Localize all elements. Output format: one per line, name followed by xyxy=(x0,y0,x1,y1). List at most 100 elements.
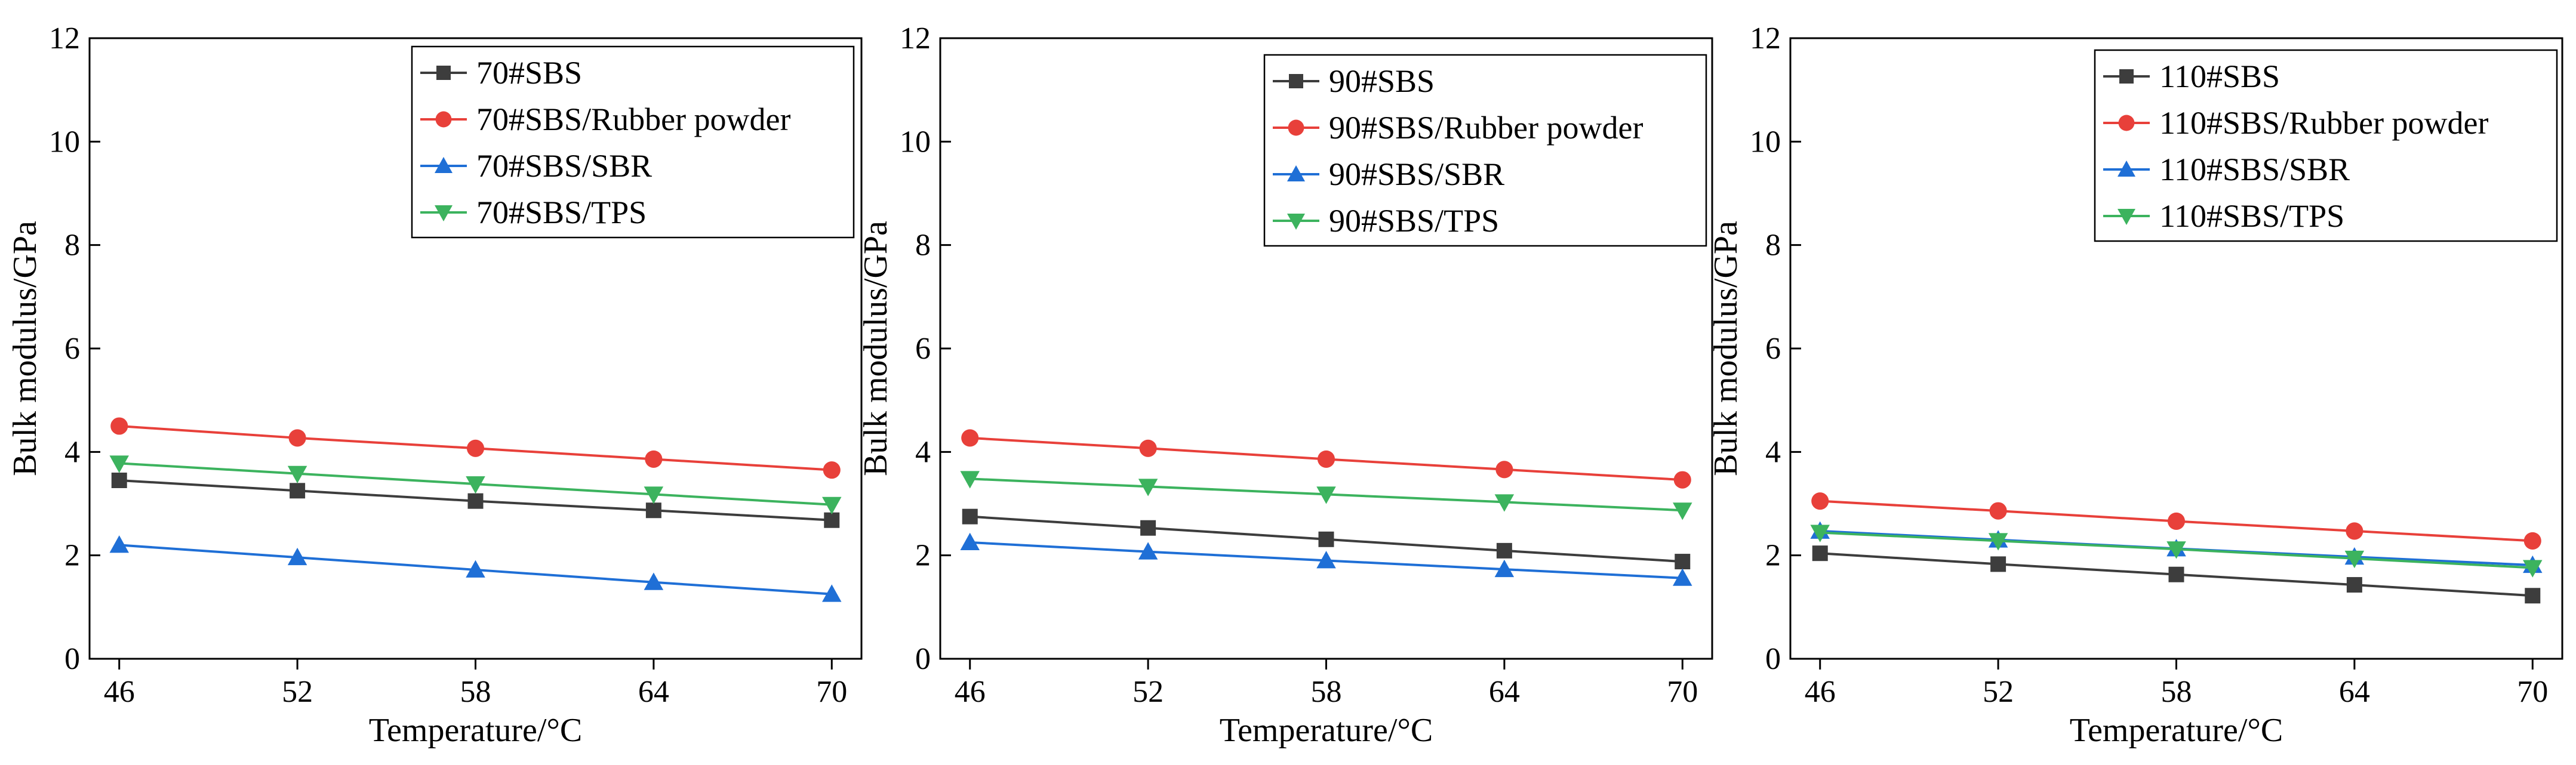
y-tick-label: 4 xyxy=(64,435,80,469)
x-tick-label: 64 xyxy=(2339,675,2370,709)
data-point xyxy=(1811,492,1829,510)
y-tick-label: 8 xyxy=(915,229,931,263)
y-tick-label: 10 xyxy=(1750,125,1781,159)
data-point xyxy=(466,560,485,578)
data-point xyxy=(822,496,842,514)
legend-marker xyxy=(2118,161,2135,177)
data-point xyxy=(1317,450,1335,468)
y-tick-label: 2 xyxy=(1765,539,1781,573)
y-tick-label: 12 xyxy=(1750,21,1781,55)
data-point xyxy=(2346,522,2363,540)
legend-box xyxy=(411,45,855,239)
data-point xyxy=(2344,550,2365,569)
data-point xyxy=(1138,479,1158,496)
y-tick-label: 10 xyxy=(49,125,80,159)
data-point xyxy=(1140,520,1156,536)
legend-box xyxy=(2094,49,2558,242)
y-tick-label: 12 xyxy=(49,21,80,55)
series-circle xyxy=(961,429,1691,489)
data-point xyxy=(1988,533,2008,551)
data-point xyxy=(644,572,664,590)
series-circle xyxy=(110,417,841,479)
x-tick-label: 64 xyxy=(1489,675,1520,709)
series-square xyxy=(1812,545,2541,604)
x-tick-label: 46 xyxy=(1805,675,1836,709)
data-point xyxy=(111,473,127,488)
y-tick-label: 8 xyxy=(1765,229,1781,263)
data-point xyxy=(1496,542,1512,559)
x-tick-label: 70 xyxy=(1667,675,1698,709)
x-tick-label: 52 xyxy=(282,675,313,709)
data-point xyxy=(1316,486,1336,504)
data-point xyxy=(1494,559,1515,578)
data-point xyxy=(1318,531,1334,547)
data-point xyxy=(2168,566,2184,582)
legend-label: 90#SBS/Rubber powder xyxy=(1329,110,1644,146)
data-point xyxy=(1812,545,1828,562)
data-point xyxy=(1138,542,1158,560)
data-point xyxy=(466,476,485,494)
legend-marker xyxy=(2118,209,2135,225)
y-tick-label: 12 xyxy=(900,21,931,55)
legend-label: 110#SBS/SBR xyxy=(2159,152,2350,187)
legend-label: 70#SBS xyxy=(476,55,582,91)
legend: 110#SBS 110#SBS/Rubber powder 110#SBS/SBR 1… xyxy=(2094,49,2558,242)
y-tick-label: 4 xyxy=(1765,435,1781,469)
data-point xyxy=(962,508,978,525)
legend-marker xyxy=(2119,69,2134,84)
x-tick-label: 52 xyxy=(1132,675,1164,709)
data-point xyxy=(288,429,306,447)
x-tick-label: 70 xyxy=(2517,675,2548,709)
data-point xyxy=(1810,525,1830,542)
series-circle xyxy=(1811,492,2541,550)
data-point xyxy=(2346,577,2362,593)
data-point xyxy=(109,535,129,553)
data-point xyxy=(287,465,307,483)
x-tick-label: 70 xyxy=(816,675,847,709)
data-point xyxy=(822,584,842,602)
data-point xyxy=(1139,439,1157,457)
data-point xyxy=(1316,551,1336,569)
data-point xyxy=(287,547,307,566)
data-point xyxy=(109,455,129,473)
series-triangle-down xyxy=(109,455,842,514)
legend-label: 70#SBS/SBR xyxy=(476,148,652,184)
data-point xyxy=(1673,471,1691,489)
y-tick-label: 6 xyxy=(915,332,931,366)
data-point xyxy=(960,471,980,489)
y-tick-label: 6 xyxy=(1765,332,1781,366)
data-point xyxy=(1989,502,2007,520)
y-tick-label: 10 xyxy=(900,125,931,159)
legend-label: 70#SBS/Rubber powder xyxy=(476,101,791,137)
legend-label: 110#SBS xyxy=(2159,58,2280,94)
data-point xyxy=(1675,554,1691,570)
series-triangle-up xyxy=(960,532,1692,586)
y-tick-label: 6 xyxy=(64,332,80,366)
data-point xyxy=(2525,588,2541,604)
y-tick-label: 8 xyxy=(64,229,80,263)
legend-label: 110#SBS/Rubber powder xyxy=(2159,105,2489,141)
y-axis-title: Bulk modulus/GPa xyxy=(1707,221,1744,476)
x-tick-label: 46 xyxy=(104,675,135,709)
y-tick-label: 0 xyxy=(915,642,931,676)
y-tick-label: 2 xyxy=(64,539,80,573)
legend-label: 90#SBS/SBR xyxy=(1329,156,1504,192)
data-point xyxy=(824,512,840,528)
data-point xyxy=(961,429,979,447)
data-point xyxy=(960,532,980,550)
data-point xyxy=(290,483,306,499)
legend-marker xyxy=(2118,115,2135,131)
y-tick-label: 0 xyxy=(1765,642,1781,676)
x-axis-title: Temperature/°C xyxy=(369,712,582,749)
legend-label: 110#SBS/TPS xyxy=(2159,198,2344,234)
data-point xyxy=(645,502,661,519)
data-point xyxy=(1990,556,2006,572)
data-point xyxy=(2523,532,2541,550)
series-triangle-down xyxy=(960,471,1692,520)
x-tick-label: 58 xyxy=(1311,675,1342,709)
data-point xyxy=(467,493,484,509)
